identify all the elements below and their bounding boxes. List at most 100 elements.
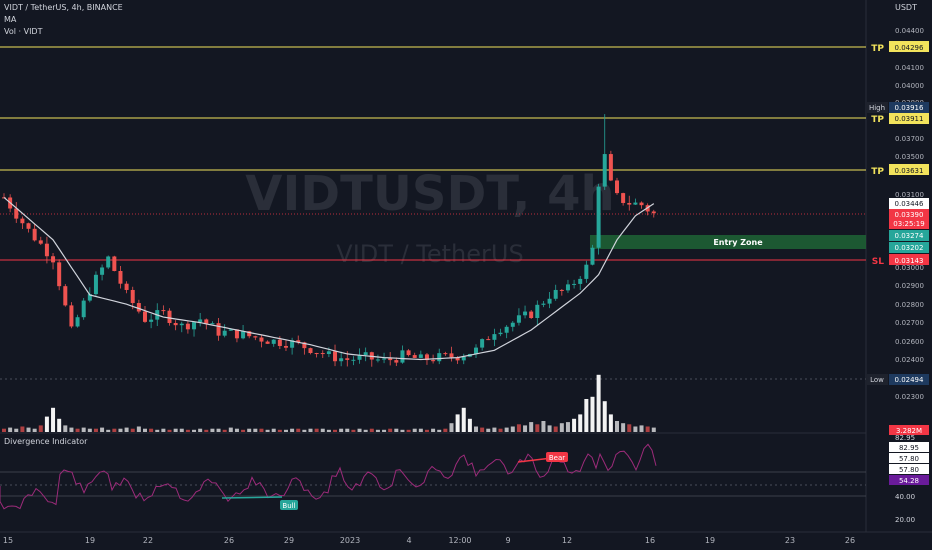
- time-tick-label: 19: [705, 536, 715, 545]
- zone-top-tag: 0.03274: [889, 230, 929, 241]
- svg-text:TP: TP: [871, 167, 884, 177]
- volume-bar: [302, 429, 307, 432]
- svg-text:3.282M: 3.282M: [896, 427, 922, 435]
- volume-bar: [204, 429, 209, 432]
- entry-zone-box[interactable]: [590, 235, 866, 249]
- volume-bar: [112, 428, 117, 432]
- high-tag[interactable]: High 0.03916: [866, 102, 929, 113]
- candle-body: [222, 330, 227, 336]
- volume-bar: [388, 428, 393, 432]
- candle-body: [253, 336, 258, 338]
- volume-bar: [602, 401, 607, 432]
- volume-bar: [572, 418, 577, 432]
- entry-zone-label: Entry Zone: [713, 238, 763, 247]
- price-tick-label: 0.02400: [895, 356, 924, 364]
- time-tick-label: 12: [562, 536, 572, 545]
- volume-bar: [523, 425, 528, 432]
- candle-body: [26, 223, 31, 229]
- volume-bar: [155, 429, 160, 432]
- volume-bar: [621, 423, 626, 432]
- low-tag[interactable]: Low 0.02494: [866, 374, 929, 385]
- candle-body: [296, 340, 301, 343]
- volume-bar: [118, 428, 123, 432]
- time-tick-label: 2023: [340, 536, 360, 545]
- candle-body: [247, 331, 252, 337]
- volume-bar: [541, 421, 546, 432]
- candle-body: [32, 228, 37, 241]
- candle-body: [535, 304, 540, 319]
- divergence-indicator-title[interactable]: Divergence Indicator: [4, 437, 88, 446]
- volume-bar: [167, 429, 172, 432]
- time-tick-label: 9: [505, 536, 510, 545]
- candle-body: [351, 359, 356, 361]
- volume-bar: [608, 414, 613, 432]
- time-tick-label: 12:00: [448, 536, 471, 545]
- candle-body: [44, 243, 49, 257]
- volume-bar: [271, 428, 276, 432]
- ma-indicator-label[interactable]: MA: [4, 15, 17, 24]
- volume-bar: [51, 407, 56, 432]
- svg-text:40.00: 40.00: [895, 493, 915, 501]
- candle-body: [259, 337, 264, 342]
- current-price-tag[interactable]: 0.03390 03:25:19: [889, 209, 929, 229]
- volume-bar: [320, 428, 325, 432]
- candle-body: [204, 319, 209, 324]
- candle-body: [228, 329, 233, 331]
- time-axis[interactable]: 15 19 22 26 29 2023 4 12:00 9 12 16 19 23 26: [3, 536, 855, 545]
- volume-bar: [234, 428, 239, 432]
- bear-badge: [546, 452, 568, 462]
- candle-body: [627, 202, 632, 205]
- volume-bar: [461, 407, 466, 432]
- volume-bar: [357, 428, 362, 432]
- volume-bar: [241, 429, 246, 432]
- volume-bar: [535, 424, 540, 432]
- volume-bar: [44, 416, 49, 432]
- bull-divergence-line: [221, 496, 283, 499]
- volume-bar: [504, 427, 509, 432]
- candle-body: [198, 319, 203, 323]
- symbol-title[interactable]: VIDT / TetherUS, 4h, BINANCE: [4, 3, 123, 12]
- svg-text:TP: TP: [871, 115, 884, 125]
- candle-body: [265, 341, 270, 344]
- volume-bar: [339, 428, 344, 432]
- volume-bar: [87, 428, 92, 432]
- candle-body: [283, 345, 288, 348]
- volume-bar: [179, 428, 184, 432]
- sl-tag[interactable]: SL 0.03143: [872, 254, 929, 267]
- watermark-symbol: VIDTUSDT, 4h: [245, 166, 614, 222]
- candle-body: [584, 264, 589, 279]
- candle-body: [480, 339, 485, 348]
- volume-bar: [418, 428, 423, 432]
- volume-bar: [173, 428, 178, 432]
- price-tick-label: 0.04100: [895, 64, 924, 72]
- candle-body: [455, 357, 460, 361]
- tp-tag-3[interactable]: TP 0.03631: [871, 164, 929, 177]
- volume-bar: [253, 428, 258, 432]
- candle-body: [541, 303, 546, 305]
- price-tick-label: 0.02300: [895, 393, 924, 401]
- bull-label: Bull: [282, 502, 295, 510]
- ma-line: [3, 196, 655, 361]
- candle-body: [161, 310, 166, 312]
- volume-bar: [578, 414, 583, 432]
- candle-body: [621, 193, 626, 203]
- time-tick-label: 19: [85, 536, 95, 545]
- candles-layer: [2, 114, 656, 367]
- volume-bar: [265, 429, 270, 432]
- time-tick-label: 23: [785, 536, 795, 545]
- volume-indicator-label[interactable]: Vol · VIDT: [4, 27, 43, 36]
- bull-badge: [280, 500, 298, 510]
- candle-body: [69, 305, 74, 327]
- candle-body: [590, 247, 595, 265]
- candle-body: [412, 355, 417, 358]
- volume-bar: [382, 429, 387, 432]
- tp-tag-1[interactable]: TP 0.04296: [871, 41, 929, 54]
- tp-tag-2[interactable]: TP 0.03911: [871, 113, 929, 125]
- time-tick-label: 26: [845, 536, 855, 545]
- candle-body: [578, 278, 583, 284]
- volume-bar: [431, 428, 436, 432]
- time-tick-label: 26: [224, 536, 234, 545]
- volume-bar: [142, 428, 147, 432]
- svg-text:0.03916: 0.03916: [895, 104, 924, 112]
